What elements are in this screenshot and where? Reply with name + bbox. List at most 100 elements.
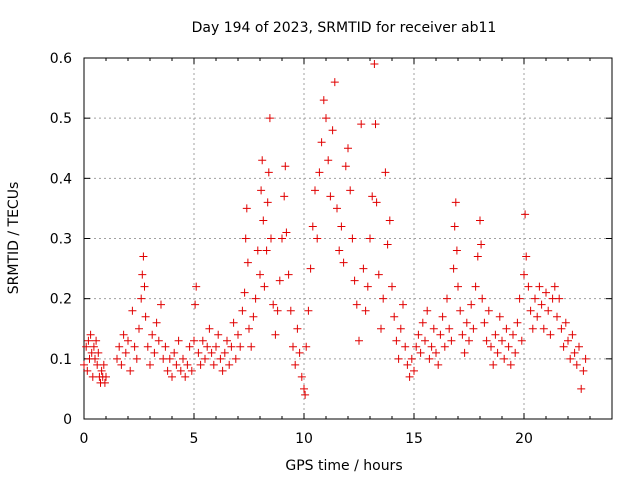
data-point	[381, 168, 390, 177]
data-point	[150, 348, 159, 357]
data-point	[436, 330, 445, 339]
data-point	[449, 264, 458, 273]
data-point	[247, 342, 256, 351]
data-point	[370, 60, 379, 69]
data-point	[546, 330, 555, 339]
data-point	[243, 258, 252, 267]
data-point	[126, 366, 135, 375]
data-point	[533, 312, 542, 321]
y-tick-label: 0.6	[50, 51, 72, 67]
data-point	[236, 342, 245, 351]
data-point	[256, 270, 264, 279]
data-point	[443, 294, 451, 303]
data-point	[366, 234, 374, 243]
data-point	[113, 354, 121, 363]
data-point	[418, 318, 427, 327]
data-point	[515, 294, 524, 303]
data-point	[452, 246, 461, 255]
data-point	[165, 354, 174, 363]
data-point	[267, 234, 275, 243]
data-point	[333, 204, 341, 213]
data-point	[163, 366, 172, 375]
data-point	[311, 186, 319, 195]
data-point	[297, 372, 306, 381]
grid-lines	[84, 58, 612, 419]
data-point	[174, 336, 183, 345]
data-point	[339, 258, 348, 267]
data-point	[371, 120, 380, 129]
data-point	[390, 312, 399, 321]
data-point	[341, 162, 350, 171]
data-point	[425, 354, 434, 363]
data-point	[478, 294, 487, 303]
data-point	[172, 360, 181, 369]
data-point	[201, 354, 209, 363]
data-points	[80, 60, 590, 399]
data-point	[80, 360, 88, 369]
data-point	[241, 234, 250, 243]
data-point	[291, 360, 300, 369]
data-point	[139, 252, 148, 261]
data-point	[467, 300, 476, 309]
y-tick-label: 0.1	[50, 352, 72, 368]
plot-frame	[83, 57, 613, 420]
data-point	[115, 342, 124, 351]
data-point	[577, 384, 586, 393]
data-point	[315, 168, 324, 177]
data-point	[399, 300, 407, 309]
data-point	[187, 366, 196, 375]
data-point	[130, 342, 139, 351]
data-point	[350, 276, 359, 285]
data-point	[572, 360, 581, 369]
data-point	[509, 330, 517, 339]
data-point	[124, 336, 132, 345]
x-axis-label: GPS time / hours	[285, 458, 402, 474]
data-point	[357, 120, 366, 129]
data-point	[132, 354, 141, 363]
data-point	[99, 360, 108, 369]
y-tick-label: 0.2	[50, 292, 72, 308]
data-point	[392, 336, 401, 345]
data-point	[198, 336, 207, 345]
data-point	[427, 342, 436, 351]
y-tick-label: 0.4	[50, 171, 72, 187]
data-point	[521, 210, 530, 219]
data-point	[326, 192, 335, 201]
y-tick-label: 0.3	[50, 232, 72, 248]
data-point	[535, 282, 544, 291]
data-point	[231, 354, 240, 363]
data-point	[550, 282, 559, 291]
data-point	[264, 168, 273, 177]
data-point	[465, 336, 473, 345]
data-point	[330, 78, 339, 87]
data-point	[278, 234, 286, 243]
data-point	[117, 360, 126, 369]
data-point	[86, 330, 95, 339]
data-point	[295, 348, 304, 357]
data-point	[522, 252, 531, 261]
chart-title: Day 194 of 2023, SRMTID for receiver ab1…	[192, 20, 497, 36]
data-point	[502, 324, 511, 333]
data-point	[143, 342, 152, 351]
data-point	[203, 342, 212, 351]
data-point	[440, 342, 449, 351]
y-tick-label: 0.5	[50, 111, 72, 127]
data-point	[423, 306, 432, 315]
data-point	[454, 282, 462, 291]
data-point	[451, 198, 460, 207]
x-tick-labels: 0 5 10 15 20	[80, 431, 533, 447]
data-point	[181, 372, 190, 381]
data-point	[328, 126, 337, 135]
data-point	[179, 354, 187, 363]
data-point	[520, 270, 528, 279]
data-point	[405, 372, 414, 381]
data-point	[458, 330, 467, 339]
data-point	[524, 282, 533, 291]
data-point	[192, 282, 201, 291]
data-point	[517, 336, 526, 345]
data-point	[190, 336, 198, 345]
data-point	[207, 348, 216, 357]
data-point	[414, 330, 423, 339]
data-point	[348, 234, 357, 243]
